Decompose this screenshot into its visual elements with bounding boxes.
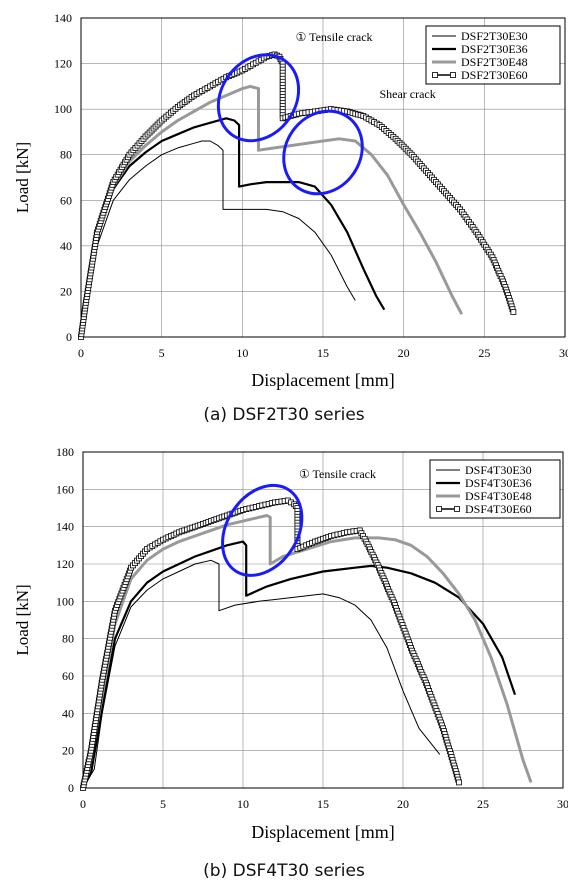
legend-label: DSF2T30E60 xyxy=(461,68,528,82)
x-tick-label: 5 xyxy=(160,797,166,811)
x-tick-label: 20 xyxy=(397,797,409,811)
crack-highlight-ellipse xyxy=(282,109,364,196)
y-tick-label: 80 xyxy=(62,632,74,646)
y-tick-label: 140 xyxy=(56,520,74,534)
annotation-label: Shear crack xyxy=(379,87,435,101)
plot-frame xyxy=(80,17,566,338)
figure-caption: (b) DSF4T30 series xyxy=(203,861,365,881)
plot-frame xyxy=(82,451,564,789)
x-tick-label: 30 xyxy=(559,346,568,360)
data-point-marker xyxy=(510,309,517,315)
y-tick-label: 40 xyxy=(62,706,74,720)
legend-label: DSF4T30E36 xyxy=(465,476,532,490)
y-tick-label: 100 xyxy=(56,594,74,608)
series-line xyxy=(79,117,386,338)
legend-label: DSF4T30E48 xyxy=(465,489,532,503)
y-tick-label: 0 xyxy=(68,781,74,795)
x-axis-title: Displacement [mm] xyxy=(251,822,394,842)
series-DSF2T30E30 xyxy=(80,140,356,338)
y-tick-label: 40 xyxy=(60,239,72,253)
x-tick-label: 15 xyxy=(317,346,329,360)
annotation-label: ① Tensile crack xyxy=(299,467,376,481)
y-tick-label: 100 xyxy=(54,102,72,116)
x-tick-label: 0 xyxy=(78,346,84,360)
y-tick-label: 20 xyxy=(62,744,74,758)
crack-highlight-ellipse xyxy=(216,53,301,143)
legend-label: DSF2T30E36 xyxy=(461,42,528,56)
x-tick-label: 0 xyxy=(80,797,86,811)
legend-label: DSF2T30E48 xyxy=(461,55,528,69)
series-DSF2T30E60 xyxy=(78,51,517,340)
y-tick-label: 0 xyxy=(66,330,72,344)
legend-marker xyxy=(436,506,442,512)
figure-caption: (a) DSF2T30 series xyxy=(203,405,364,425)
y-tick-label: 140 xyxy=(54,11,72,25)
y-tick-label: 120 xyxy=(56,557,74,571)
series-line xyxy=(81,514,533,789)
series-line xyxy=(82,540,517,789)
series-DSF2T30E36 xyxy=(79,117,386,338)
panel-b-chart: 0 20 40 60 80 100 120 140 160 180 0 5 10 15 20 25 30 Disp… xyxy=(13,445,568,881)
series-DSF2T30E48 xyxy=(79,84,464,338)
series-line xyxy=(79,84,464,338)
legend-label: DSF4T30E60 xyxy=(465,502,532,516)
y-tick-label: 80 xyxy=(60,148,72,162)
x-tick-label: 10 xyxy=(236,346,248,360)
legend-label: DSF4T30E30 xyxy=(465,463,532,477)
y-tick-label: 20 xyxy=(60,284,72,298)
series-DSF4T30E36 xyxy=(82,540,517,789)
x-axis-title: Displacement [mm] xyxy=(251,370,394,390)
annotation-label: ① Tensile crack xyxy=(296,30,373,44)
panel-a-chart: 0 20 40 60 80 100 120 140 0 5 10 15 20 25 30 Displaceme… xyxy=(13,11,568,425)
x-tick-label: 25 xyxy=(477,797,489,811)
x-tick-label: 15 xyxy=(317,797,329,811)
legend-label: DSF2T30E30 xyxy=(461,29,528,43)
y-tick-label: 60 xyxy=(60,193,72,207)
y-tick-label: 180 xyxy=(56,445,74,459)
series-line xyxy=(80,140,356,338)
series-DSF4T30E30 xyxy=(82,559,441,789)
x-tick-label: 20 xyxy=(398,346,410,360)
x-tick-label: 10 xyxy=(237,797,249,811)
y-tick-label: 160 xyxy=(56,482,74,496)
data-point-marker xyxy=(456,779,462,786)
x-tick-label: 25 xyxy=(478,346,490,360)
y-tick-label: 60 xyxy=(62,669,74,683)
y-axis-title: Load [kN] xyxy=(13,584,32,655)
y-tick-label: 120 xyxy=(54,57,72,71)
legend-marker xyxy=(432,72,438,78)
x-tick-label: 30 xyxy=(557,797,568,811)
crack-highlight-ellipse xyxy=(221,483,304,577)
series-line xyxy=(82,559,441,789)
series-DSF4T30E60 xyxy=(80,497,462,791)
series-DSF4T30E48 xyxy=(81,514,533,789)
legend-marker xyxy=(454,506,460,512)
legend-marker xyxy=(450,72,456,78)
y-axis-title: Load [kN] xyxy=(13,142,32,213)
x-tick-label: 5 xyxy=(159,346,165,360)
